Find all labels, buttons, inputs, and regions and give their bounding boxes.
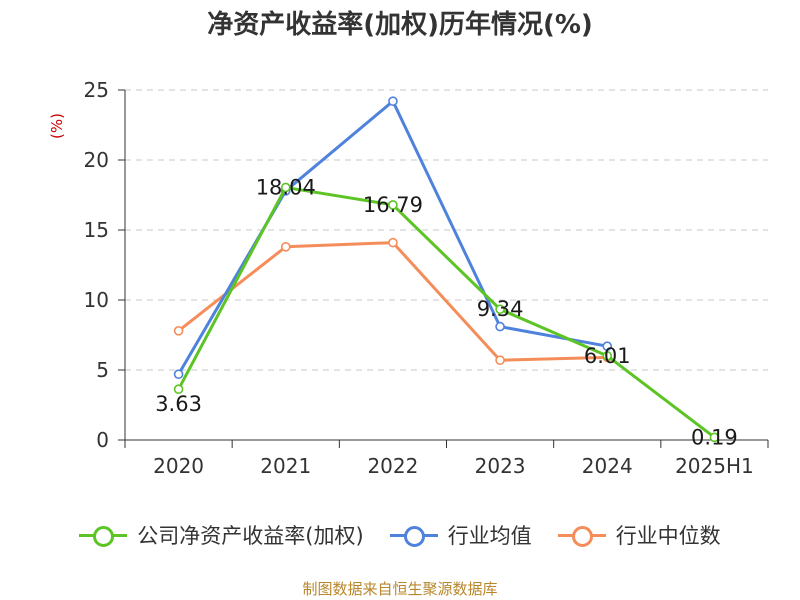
legend-item-industry-avg[interactable]: 行业均值	[389, 520, 532, 550]
x-tick-label: 2020	[153, 454, 204, 478]
legend-industry-median-icon	[557, 525, 606, 547]
legend-item-company[interactable]: 公司净资产收益率(加权)	[79, 520, 364, 550]
legend-industry-avg-icon	[389, 525, 438, 547]
data-label-company: 16.79	[363, 193, 423, 217]
legend-industry-avg-label: 行业均值	[447, 524, 532, 548]
data-point-industry_avg	[495, 321, 505, 332]
x-tick-label: 2021	[260, 454, 311, 478]
data-label-company: 9.34	[477, 297, 524, 321]
series-line-industry_avg	[177, 99, 608, 375]
data-source-note: 制图数据来自恒生聚源数据库	[302, 580, 498, 598]
x-tick-label: 2022	[367, 454, 418, 478]
legend-company-label: 公司净资产收益率(加权)	[137, 524, 364, 548]
data-point-company	[709, 432, 720, 443]
legend-item-industry-median[interactable]: 行业中位数	[557, 520, 721, 550]
x-tick-label: 2023	[475, 454, 526, 478]
data-point-industry_median	[495, 355, 505, 366]
y-tick-label: 10	[84, 288, 109, 312]
chart-title: 净资产收益率(加权)历年情况(%)	[207, 10, 593, 40]
data-label-company: 3.63	[155, 392, 202, 416]
data-point-company	[495, 304, 505, 315]
legend-company-icon	[79, 525, 128, 547]
legend-industry-median-label: 行业中位数	[615, 524, 721, 548]
y-tick-label: 20	[84, 148, 109, 172]
series-line-company	[177, 185, 716, 439]
chart-legend: 公司净资产收益率(加权) 行业均值 行业中位数	[0, 520, 800, 550]
data-point-industry_median	[173, 325, 184, 336]
x-tick-label: 2025H1	[675, 454, 754, 478]
y-tick-label: 5	[96, 358, 109, 382]
data-point-industry_avg	[173, 369, 184, 380]
y-tick-label: 15	[84, 218, 109, 242]
data-point-company	[388, 200, 398, 210]
data-label-company: 0.19	[691, 425, 738, 449]
data-point-company	[173, 384, 184, 394]
data-point-industry_median	[280, 242, 291, 252]
data-point-industry_avg	[602, 341, 613, 352]
series-line-industry_median	[177, 241, 608, 362]
y-tick-label: 0	[96, 428, 109, 452]
data-point-company	[602, 351, 613, 361]
x-tick-label: 2024	[582, 454, 633, 478]
data-point-industry_avg	[388, 96, 398, 106]
data-point-industry_median	[388, 237, 398, 248]
data-label-company: 18.04	[256, 175, 316, 199]
data-point-company	[280, 182, 291, 193]
y-axis-unit-label: (%)	[48, 113, 66, 139]
y-tick-label: 25	[84, 78, 109, 102]
data-label-company: 6.01	[584, 344, 631, 368]
